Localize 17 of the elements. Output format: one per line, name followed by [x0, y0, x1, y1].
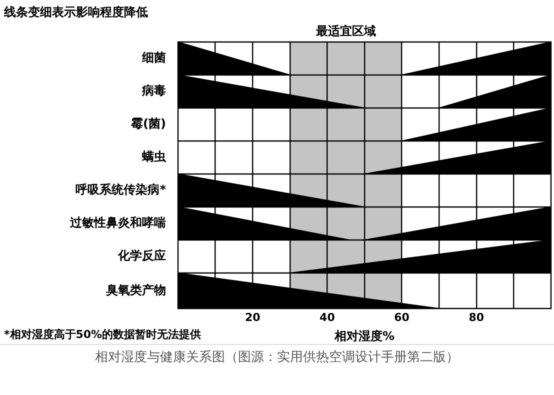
y-axis-title: 霉(菌) — [131, 116, 166, 131]
text: *相对湿度高于50%的数据暂时无法提供 — [4, 327, 202, 342]
y-axis-title: 过敏性鼻炎和哮喘 — [69, 216, 166, 230]
y-axis-title: 呼吸系统传染病* — [76, 182, 167, 197]
y-axis-title: 化学反应 — [117, 248, 166, 263]
text: 线条变细表示影响程度降低 — [2, 4, 149, 21]
x-tick-label: 80 — [468, 310, 484, 324]
x-tick-label: 60 — [394, 310, 410, 324]
y-axis-title: 螨虫 — [141, 150, 167, 164]
y-axis-title: 病毒 — [141, 84, 166, 98]
x-tick-label: 20 — [244, 310, 261, 324]
x-axis-title: 相对湿度% — [333, 328, 395, 343]
y-axis-title: 细菌 — [141, 50, 166, 65]
y-axis-title: 臭氧类产物 — [105, 282, 166, 297]
band-label: 最适宜区域 — [314, 24, 376, 38]
x-tick-label: 40 — [320, 310, 336, 324]
text: 相对湿度与健康关系图（图源：实用供热空调设计手册第二版） — [0, 344, 554, 366]
